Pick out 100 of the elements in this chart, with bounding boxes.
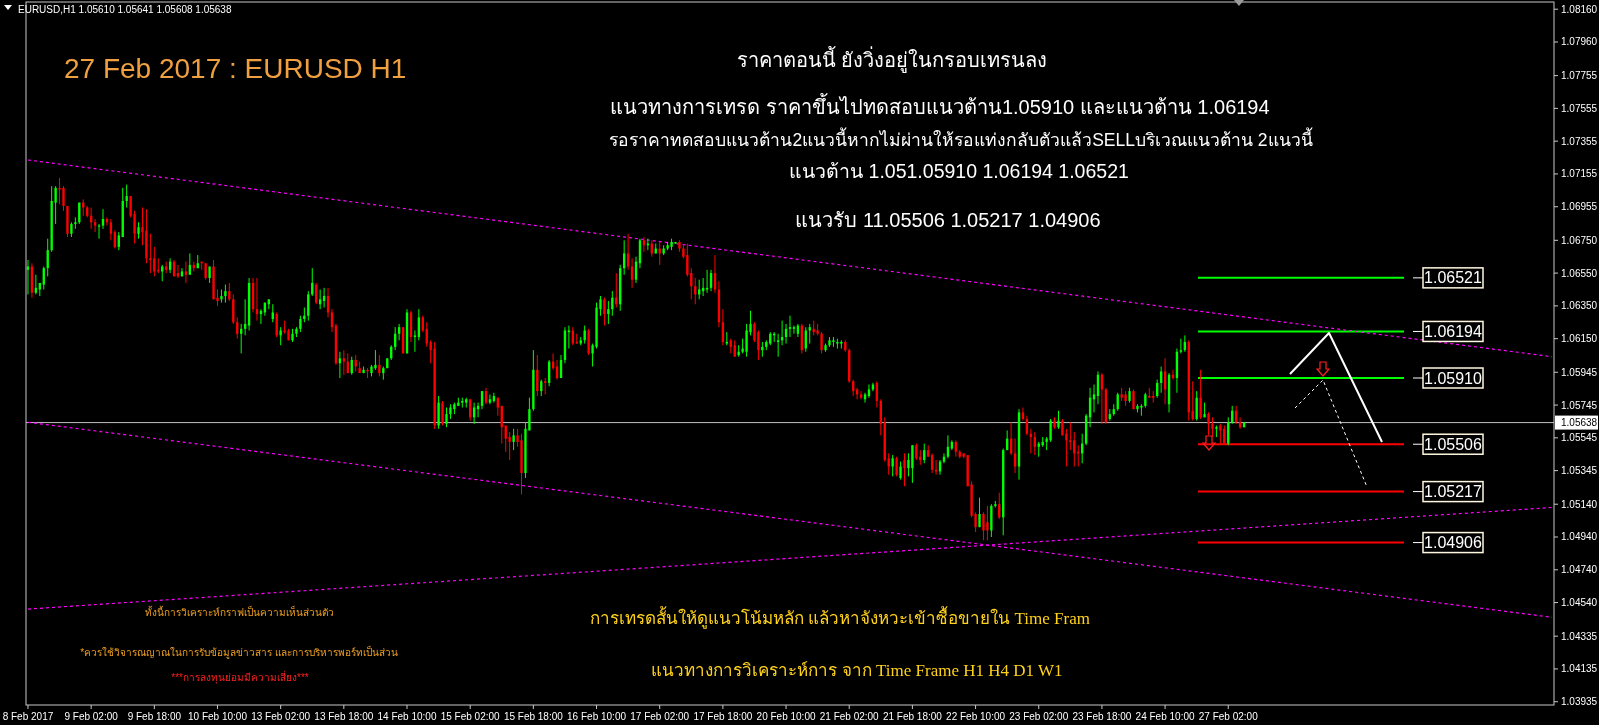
x-tick-label: 10 Feb 10:00 <box>188 710 248 722</box>
annotation: *ควรใช้วิจารณญาณในการรับข้อมูลข่าวสาร และการบริหารพอร์ทเป็นส่วน <box>80 644 398 659</box>
candlestick <box>488 393 492 405</box>
candlestick <box>1179 338 1183 354</box>
candlestick <box>228 282 231 302</box>
y-tick-label: 1.05945 <box>1561 366 1598 378</box>
candlestick <box>1057 410 1060 430</box>
ref-line-label: 1.06194 <box>1424 322 1483 340</box>
annotation: รอราคาทดสอบแนวต้าน2แนวนี้หากไม่ผ่านให้รอแท่งกลับตัวแล้วSELLบริเวณแนวต้าน 2แนวนี้ <box>609 127 1313 150</box>
candlestick <box>788 315 792 338</box>
candlestick <box>567 325 571 349</box>
candlestick <box>587 328 590 356</box>
x-tick-label: 13 Feb 02:00 <box>251 710 311 722</box>
x-tick-label: 15 Feb 02:00 <box>440 710 501 722</box>
annotation: แนวรับ 11.05506 1.05217 1.04906 <box>795 209 1101 231</box>
y-tick-label: 1.07355 <box>1561 135 1598 147</box>
y-tick-label: 1.05345 <box>1561 465 1598 477</box>
y-tick-label: 1.04740 <box>1561 564 1598 576</box>
y-tick-label: 1.06955 <box>1561 201 1598 213</box>
candlestick <box>374 349 377 371</box>
y-tick-label: 1.04540 <box>1561 597 1598 609</box>
candlestick <box>512 428 515 451</box>
annotation: แนวต้าน 1.051.05910 1.06194 1.06521 <box>789 160 1129 182</box>
candlestick <box>911 444 914 484</box>
candlestick <box>1013 438 1017 474</box>
x-tick-label: 24 Feb 10:00 <box>1135 710 1195 722</box>
candlestick <box>224 284 227 304</box>
candlestick <box>184 261 188 284</box>
y-tick-label: 1.04135 <box>1561 663 1598 675</box>
candlestick <box>607 300 610 325</box>
candlestick <box>125 184 128 209</box>
candlestick <box>745 323 748 358</box>
candlestick <box>1140 403 1143 417</box>
annotation: แนวทางการเทรด ราคาขึ้นไปทดสอบแนวต้าน1.05910 และแนวต้าน 1.06194 <box>610 93 1270 118</box>
x-tick-label: 8 Feb 2017 <box>2 710 54 722</box>
ref-line-label: 1.06521 <box>1424 269 1483 287</box>
candlestick <box>62 185 65 212</box>
ref-line-label: 1.04906 <box>1424 534 1483 552</box>
candlestick <box>859 390 863 400</box>
candlestick <box>97 223 101 240</box>
candlestick <box>887 452 890 476</box>
x-tick-label: 17 Feb 02:00 <box>630 710 690 722</box>
candlestick <box>982 511 985 541</box>
candlestick <box>611 290 614 317</box>
candlestick <box>899 461 902 481</box>
x-tick-label: 21 Feb 02:00 <box>819 710 880 722</box>
candlestick <box>626 233 630 271</box>
y-tick-label: 1.04940 <box>1561 531 1598 543</box>
candlestick <box>820 331 823 354</box>
ref-line-label: 1.05638 <box>1561 417 1598 429</box>
y-tick-label: 1.05545 <box>1561 432 1598 444</box>
candlestick <box>1069 421 1072 451</box>
y-tick-label: 1.06150 <box>1561 333 1598 345</box>
y-tick-label: 1.06550 <box>1561 267 1598 279</box>
candlestick <box>149 233 152 274</box>
y-tick-label: 1.03935 <box>1561 696 1598 708</box>
y-tick-label: 1.05745 <box>1561 399 1598 411</box>
x-tick-label: 23 Feb 18:00 <box>1072 710 1132 722</box>
x-tick-label: 16 Feb 10:00 <box>567 710 627 722</box>
annotation: ***การลงทุนย่อมมีความเสี่ยง*** <box>171 669 309 684</box>
candlestick <box>903 452 906 487</box>
x-tick-label: 27 Feb 02:00 <box>1198 710 1259 722</box>
y-tick-label: 1.06750 <box>1561 234 1598 246</box>
candlestick <box>437 395 440 430</box>
x-tick-label: 15 Feb 18:00 <box>503 710 564 722</box>
text: 27 Feb 2017 : EURUSD H1 <box>64 52 407 84</box>
annotation: ทั้งนี้การวิเคราะห์กราฟเป็นความเห็นส่วนตัว <box>144 604 334 618</box>
x-tick-label: 13 Feb 18:00 <box>314 710 374 722</box>
candlestick <box>1199 369 1202 420</box>
candlestick <box>986 505 989 541</box>
candlestick <box>279 326 282 346</box>
x-tick-label: 14 Feb 10:00 <box>377 710 437 722</box>
candlestick <box>1195 390 1198 422</box>
y-tick-label: 1.07155 <box>1561 168 1598 180</box>
candlestick <box>58 177 61 205</box>
candlestick <box>153 246 156 277</box>
candlestick <box>895 456 898 477</box>
x-tick-label: 17 Feb 18:00 <box>693 710 753 722</box>
candlestick <box>1211 416 1214 438</box>
x-tick-label: 20 Feb 10:00 <box>756 710 816 722</box>
candlestick <box>891 454 894 477</box>
annotation: การเทรดสั้นให้ดูแนวโน้มหลัก แล้วหาจังหวะเข้าซื้อขายใน Time Fram <box>590 605 1090 629</box>
candlestick <box>441 400 444 427</box>
y-tick-label: 1.05140 <box>1561 498 1598 510</box>
ref-line-label: 1.05217 <box>1424 483 1483 501</box>
candlestick <box>1207 411 1210 436</box>
candlestick <box>378 354 381 377</box>
y-tick-label: 1.06350 <box>1561 300 1598 312</box>
x-tick-label: 21 Feb 18:00 <box>882 710 943 722</box>
x-tick-label: 9 Feb 02:00 <box>64 710 119 722</box>
candlestick <box>571 326 575 346</box>
candlestick <box>74 216 77 230</box>
annotation: แนวทางการวิเคราะห์การ จาก Time Frame H1 H4 D1 W1 <box>651 660 1063 680</box>
y-tick-label: 1.04335 <box>1561 630 1598 642</box>
y-tick-label: 1.07555 <box>1561 102 1598 114</box>
x-tick-label: 22 Feb 10:00 <box>946 710 1006 722</box>
candlestick <box>445 407 448 428</box>
candlestick <box>1152 390 1155 404</box>
candlestick <box>413 329 417 353</box>
candlestick <box>93 218 97 233</box>
